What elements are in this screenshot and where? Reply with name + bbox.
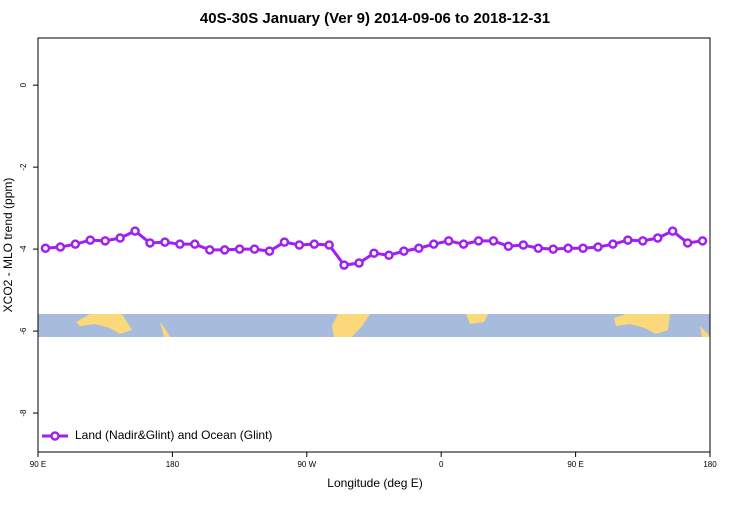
point [548,244,558,254]
land [466,314,488,324]
x-axis-label: Longitude (deg E) [327,476,422,490]
plot-frame [37,37,711,453]
x-tick-label: 90 E [30,460,46,469]
point [638,236,648,246]
point [339,260,349,270]
x-tick-label: 0 [439,460,444,469]
point [219,245,230,255]
point [399,246,409,256]
point [369,248,379,258]
point [443,236,454,246]
point [458,239,469,249]
point [578,243,588,254]
point [682,238,693,248]
point [608,239,618,249]
point [279,237,290,247]
land [160,322,170,337]
point [85,235,96,245]
y-axis-label: XCO2 - MLO trend (ppm) [1,178,15,313]
point [354,258,364,268]
point [145,238,155,248]
point [190,239,200,249]
land [76,314,132,334]
point [234,244,245,254]
y-tick-label: -4 [19,245,28,253]
point [384,250,394,260]
point [70,239,81,249]
point [503,241,514,251]
x-tick-label: 90 E [567,460,583,469]
x-tick-label: 180 [166,460,180,469]
point [473,236,484,246]
y-tick-label: 0 [19,82,28,87]
point [264,246,275,256]
point [697,236,708,246]
point [294,240,305,250]
point [414,243,424,254]
point [652,233,663,243]
point [623,235,633,245]
point [130,226,140,236]
land [332,314,370,337]
y-tick-label: -6 [19,327,28,335]
legend-marker [50,431,60,441]
point [593,242,603,252]
point [55,242,66,252]
point [309,239,320,249]
point [160,237,170,247]
point [40,243,51,254]
x-tick-label: 90 W [297,460,316,469]
y-tick-label: -8 [19,409,28,417]
point [115,233,125,243]
ocean [38,314,710,337]
point [100,236,110,246]
point [204,245,215,255]
x-tick-label: 180 [703,460,717,469]
point [533,243,544,254]
legend-label: Land (Nadir&Glint) and Ocean (Glint) [75,428,272,442]
point [249,244,260,254]
map-strip [38,314,710,337]
point [667,226,678,236]
land [700,326,710,337]
point [428,239,439,249]
land [614,314,670,334]
point [518,240,529,250]
point [563,243,573,254]
chart-title: 40S-30S January (Ver 9) 2014-09-06 to 20… [200,10,550,27]
point [324,240,334,250]
y-tick-label: -2 [19,163,28,171]
point [175,239,185,249]
point [488,236,499,246]
